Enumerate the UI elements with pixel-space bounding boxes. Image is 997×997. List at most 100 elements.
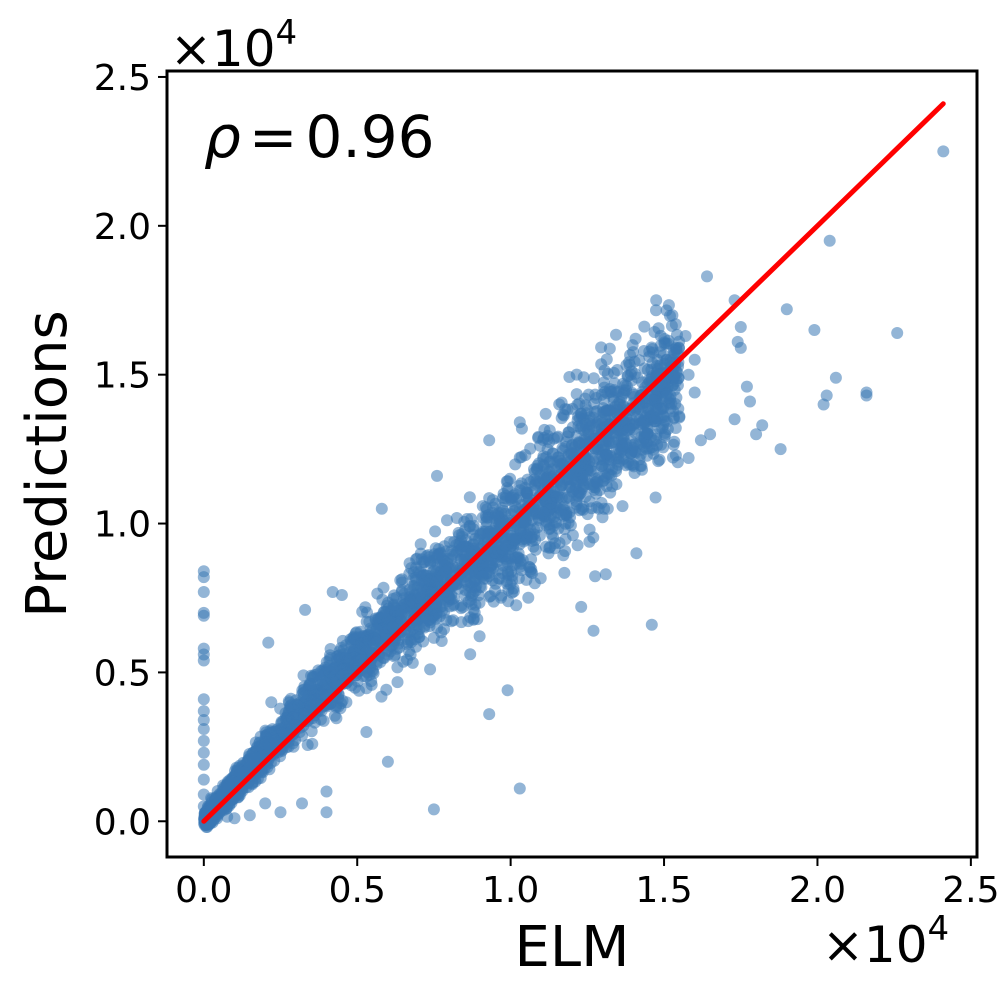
data-point — [734, 341, 747, 354]
data-point — [482, 567, 495, 579]
data-point — [646, 343, 659, 355]
data-point — [197, 734, 210, 747]
data-point — [577, 371, 590, 384]
data-point — [588, 406, 601, 418]
data-point — [357, 670, 370, 683]
data-point — [507, 504, 520, 517]
data-point — [607, 436, 620, 449]
data-point — [391, 661, 404, 674]
data-point — [638, 320, 651, 333]
data-point — [299, 603, 312, 616]
data-point — [529, 534, 542, 546]
data-point — [292, 700, 305, 713]
data-point — [495, 591, 507, 604]
data-point — [598, 502, 611, 515]
data-point — [429, 525, 442, 538]
data-point — [504, 472, 517, 485]
data-point — [274, 702, 287, 715]
data-point — [531, 462, 543, 475]
data-point — [197, 571, 210, 584]
data-point — [422, 549, 435, 562]
data-point — [395, 585, 408, 598]
data-point — [434, 547, 447, 560]
data-point — [197, 609, 210, 622]
data-point — [611, 404, 624, 416]
data-point — [547, 531, 560, 544]
data-point — [598, 364, 611, 377]
data-point — [627, 346, 640, 359]
data-point — [657, 349, 670, 362]
y-tick-label: 2.0 — [94, 207, 151, 248]
data-point — [637, 417, 650, 430]
x-scale-label: ×104 — [822, 909, 949, 974]
data-point — [557, 444, 569, 457]
data-point — [354, 625, 367, 638]
y-tick-label: 0.5 — [94, 653, 151, 694]
data-point — [575, 502, 588, 515]
data-point — [463, 520, 476, 532]
data-point — [324, 652, 337, 664]
data-point — [662, 299, 675, 312]
data-point — [537, 472, 550, 485]
data-point — [664, 402, 677, 415]
data-point — [560, 491, 573, 504]
data-point — [820, 389, 833, 402]
data-point — [546, 447, 559, 460]
scatter-points — [197, 145, 950, 833]
data-point — [514, 523, 527, 536]
data-point — [381, 755, 394, 768]
data-point — [648, 326, 661, 338]
data-point — [539, 407, 552, 420]
data-point — [937, 145, 950, 158]
data-point — [629, 332, 642, 345]
data-point — [262, 636, 275, 649]
data-point — [506, 558, 519, 571]
data-point — [197, 654, 210, 667]
data-point — [197, 705, 210, 718]
data-point — [431, 469, 443, 482]
data-point — [515, 564, 528, 577]
data-point — [600, 353, 613, 366]
data-point — [274, 806, 287, 819]
data-point — [501, 684, 514, 697]
data-point — [610, 465, 623, 478]
data-point — [483, 708, 496, 721]
data-point — [667, 438, 680, 451]
data-point — [599, 568, 612, 581]
data-point — [774, 443, 787, 456]
data-point — [612, 385, 625, 398]
data-point — [474, 580, 486, 593]
data-point — [243, 809, 256, 822]
data-point — [464, 648, 477, 661]
data-point — [447, 598, 460, 611]
data-point — [557, 408, 570, 421]
data-point — [330, 712, 343, 725]
data-point — [405, 594, 418, 607]
data-point — [624, 368, 637, 381]
data-point — [343, 646, 356, 659]
data-point — [544, 541, 557, 554]
data-point — [593, 453, 606, 466]
data-point — [666, 309, 679, 322]
data-point — [467, 612, 480, 625]
data-point — [424, 663, 437, 676]
data-point — [645, 618, 658, 631]
data-point — [563, 426, 575, 439]
data-point — [336, 694, 349, 707]
data-point — [682, 452, 695, 464]
data-point — [410, 553, 423, 566]
data-point — [480, 511, 493, 524]
x-tick-label: 0.0 — [175, 870, 232, 911]
data-point — [197, 746, 210, 759]
data-point — [628, 355, 641, 368]
data-point — [653, 453, 666, 466]
data-point — [528, 473, 541, 486]
data-point — [656, 410, 669, 423]
data-point — [603, 342, 616, 355]
data-point — [587, 372, 600, 385]
data-point — [296, 688, 309, 701]
data-point — [495, 516, 508, 529]
data-point — [434, 556, 447, 569]
x-tick-label: 2.5 — [942, 870, 997, 911]
data-point — [558, 566, 571, 579]
